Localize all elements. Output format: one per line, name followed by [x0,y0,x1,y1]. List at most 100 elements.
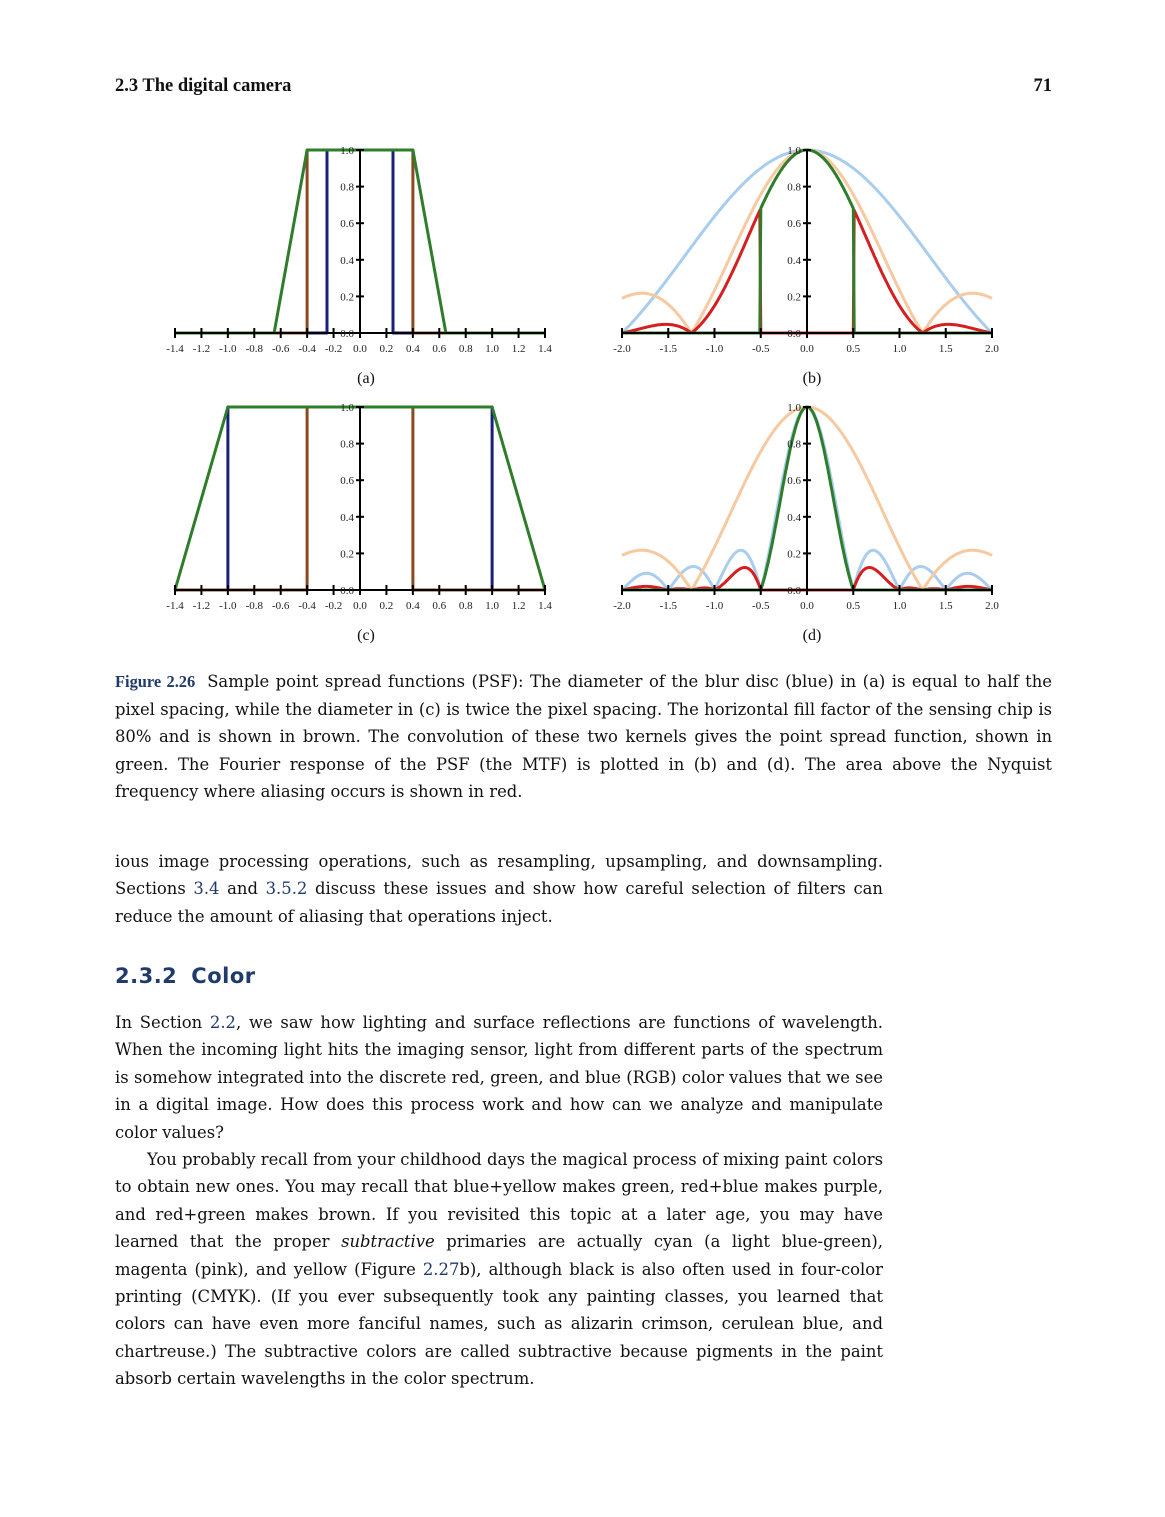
caption-text: Sample point spread functions (PSF): The… [115,672,1052,801]
emphasis: subtractive [341,1232,435,1252]
subfigure-label-b: (b) [802,370,822,387]
y-tick-label: 0.0 [787,328,801,340]
text-run: , we saw how lighting and surface reflec… [115,1013,883,1142]
x-tick-label: -2.0 [613,343,631,355]
x-tick-label: 0.2 [380,600,394,612]
x-tick-label: 1.5 [939,600,953,612]
text-run: In Section [115,1013,210,1032]
section-ref-link[interactable]: 3.4 [193,879,220,899]
section-ref-link[interactable]: 2.2 [209,1013,236,1032]
section-title: Color [191,964,256,988]
text-run: primaries are actually cyan (a light blu… [115,1232,883,1279]
y-tick-label: 0.4 [787,512,801,524]
y-tick-label: 0.6 [787,218,801,230]
x-tick-label: -0.4 [298,600,316,612]
text-run: and [219,879,266,899]
section-number: 2.3.2 [115,964,178,988]
x-tick-label: 0.6 [432,343,446,355]
x-tick-label: 0.2 [380,343,394,355]
x-tick-label: 1.0 [485,600,499,612]
y-tick-label: 0.0 [787,585,801,597]
y-tick-label: 1.0 [787,402,801,414]
y-tick-label: 0.6 [340,218,354,230]
y-tick-label: 0.6 [340,475,354,487]
paragraph-continued: ious image processing operations, such a… [115,848,883,930]
text-run: ious image processing operations, such a… [115,852,883,899]
x-tick-label: -1.0 [219,343,237,355]
x-tick-label: -1.4 [166,343,184,355]
section-ref-link[interactable]: 3.5.2 [265,879,308,899]
subfigure-label-a: (a) [357,370,375,387]
chart-b: -2.0 -1.5 -1.0 -0.5 0.0 0.5 1.0 1.5 2.0 0.0 0.2 0.4… [613,145,999,355]
chart-a: -1.4 -1.2 -1.0 -0.8 -0.6 -0.4 -0.2 0.0 0.2 0.4 0.6… [166,145,552,355]
section-running-title: 2.3 The digital camera [115,76,292,96]
x-tick-label: 1.5 [939,343,953,355]
y-tick-label: 0.8 [787,439,801,451]
paragraph: In Section 2.2, we saw how lighting and … [115,1009,883,1146]
x-tick-label: 2.0 [985,600,999,612]
subfigure-label-d: (d) [802,627,822,644]
x-tick-label: 0.8 [459,343,473,355]
x-tick-label: -1.5 [660,343,678,355]
x-tick-label: 0.0 [800,343,814,355]
x-tick-label: 1.2 [512,343,526,355]
y-tick-label: 1.0 [340,145,354,157]
x-tick-label: 0.6 [432,600,446,612]
x-tick-label: 2.0 [985,343,999,355]
x-tick-label: -0.6 [272,600,290,612]
x-tick-label: -0.6 [272,343,290,355]
x-tick-label: 0.5 [846,343,860,355]
y-tick-label: 0.8 [340,439,354,451]
x-tick-label: -0.4 [298,343,316,355]
y-tick-label: 0.0 [340,585,354,597]
y-tick-label: 0.6 [787,475,801,487]
text-run: discuss these issues and show how carefu… [115,879,883,926]
y-tick-label: 0.2 [787,548,801,560]
running-header: 2.3 The digital camera 71 [115,76,1052,100]
figure-ref-link[interactable]: 2.27 [422,1259,460,1279]
text-run: b), although black is also often used in… [115,1259,883,1389]
x-tick-label: 1.4 [538,343,552,355]
x-tick-label: -1.2 [193,600,210,612]
x-tick-label: -1.5 [660,600,678,612]
chart-c: -1.4 -1.2 -1.0 -0.8 -0.6 -0.4 -0.2 0.0 0.2 0.4 0.6… [166,402,552,612]
x-tick-label: -1.0 [219,600,237,612]
page-number: 71 [1033,76,1053,96]
x-tick-label: -0.5 [752,343,770,355]
x-tick-label: 1.2 [512,600,526,612]
y-tick-label: 0.8 [787,182,801,194]
figure-caption: Figure 2.26 Sample point spread functions… [115,668,1052,806]
y-tick-label: 0.4 [787,255,801,267]
paragraph: You probably recall from your childhood … [115,1146,883,1393]
x-tick-label: -2.0 [613,600,631,612]
subfigure-label-c: (c) [357,627,375,644]
x-tick-label: 1.4 [538,600,552,612]
x-tick-label: 0.5 [846,600,860,612]
y-tick-label: 0.4 [340,255,354,267]
x-tick-label: 0.0 [353,343,367,355]
y-tick-label: 0.4 [340,512,354,524]
x-tick-label: -1.4 [166,600,184,612]
x-tick-label: -0.8 [246,600,264,612]
x-tick-label: -1.0 [706,600,724,612]
y-tick-label: 1.0 [787,145,801,157]
y-tick-label: 0.0 [340,328,354,340]
y-tick-label: 0.2 [787,291,801,303]
text-run: You probably recall from your childhood … [115,1150,883,1252]
y-tick-label: 1.0 [340,402,354,414]
body-paragraphs: In Section 2.2, we saw how lighting and … [115,1009,883,1393]
x-tick-label: -0.2 [325,600,342,612]
x-tick-label: -0.8 [246,343,264,355]
x-tick-label: 1.0 [485,343,499,355]
x-tick-label: 0.8 [459,600,473,612]
y-tick-label: 0.8 [340,182,354,194]
x-tick-label: 0.4 [406,343,420,355]
section-heading: 2.3.2 Color [115,964,270,988]
x-tick-label: 1.0 [893,600,907,612]
x-tick-label: -0.5 [752,600,770,612]
y-tick-label: 0.2 [340,548,354,560]
x-tick-label: -1.0 [706,343,724,355]
figure-label: Figure 2.26 [115,672,196,691]
x-tick-label: 0.0 [800,600,814,612]
x-tick-label: -0.2 [325,343,342,355]
